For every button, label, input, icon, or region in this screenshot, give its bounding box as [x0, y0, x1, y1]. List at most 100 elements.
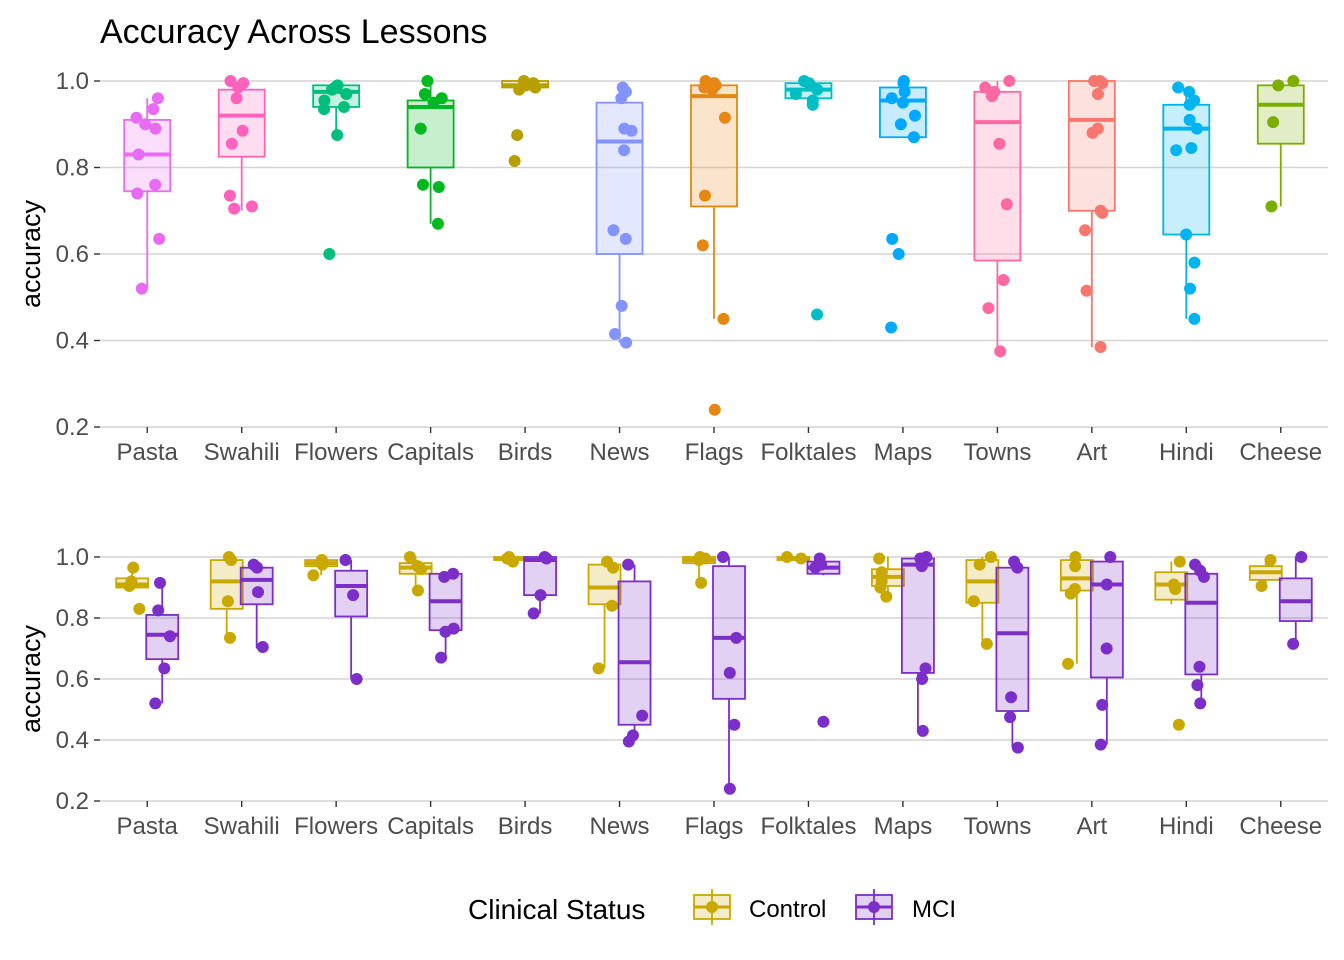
data-point: [439, 625, 452, 638]
data-point: [1069, 551, 1082, 563]
data-point: [1191, 679, 1204, 692]
data-point: [1104, 551, 1117, 563]
data-point: [695, 576, 708, 589]
legend-key-point: [706, 901, 718, 913]
data-point: [615, 92, 628, 105]
data-point: [916, 673, 929, 685]
data-point: [1183, 85, 1196, 98]
data-point: [153, 232, 166, 245]
box: [973, 90, 1022, 262]
data-point: [1185, 142, 1198, 155]
data-point: [892, 248, 905, 260]
y-tick-label: 0.4: [56, 727, 89, 754]
data-point: [706, 83, 719, 96]
data-point: [692, 554, 705, 567]
data-point: [1255, 579, 1268, 592]
data-point: [636, 709, 649, 722]
data-point: [997, 273, 1010, 286]
data-point: [350, 673, 363, 685]
legend-key: [855, 889, 893, 925]
data-point: [508, 155, 521, 168]
data-point: [163, 630, 176, 643]
data-point: [607, 224, 620, 237]
data-point: [318, 94, 331, 107]
x-tick-label: Folktales: [760, 813, 856, 840]
data-point: [1183, 98, 1196, 111]
data-point: [1272, 79, 1285, 92]
data-point: [540, 552, 553, 565]
data-point: [885, 321, 898, 334]
data-point: [723, 782, 736, 795]
x-tick-label: Pasta: [117, 439, 179, 466]
data-point: [1094, 738, 1107, 751]
legend-title: Clinical Status: [468, 894, 645, 925]
chart-title: Accuracy Across Lessons: [100, 13, 487, 51]
data-point: [325, 83, 338, 96]
y-tick-label: 0.6: [56, 241, 89, 268]
box: [712, 565, 746, 700]
data-point: [886, 232, 899, 245]
x-tick-label: Swahili: [204, 813, 280, 840]
data-point: [338, 100, 351, 113]
data-point: [728, 718, 741, 731]
data-point: [1190, 122, 1203, 135]
x-tick-label: Flags: [685, 813, 744, 840]
data-point: [221, 595, 234, 608]
data-point: [625, 124, 638, 137]
data-point: [1064, 587, 1077, 600]
data-point: [1000, 198, 1013, 211]
data-point: [527, 607, 540, 620]
data-point: [1086, 126, 1099, 139]
data-point: [717, 312, 730, 325]
bottom-panel: 0.2 0.4 0.6 0.8 1.0 accuracy Pasta Swahili Flowe…: [16, 544, 1328, 840]
x-tick-label: Maps: [874, 813, 933, 840]
data-point: [1287, 637, 1300, 650]
data-point: [1194, 697, 1207, 710]
box: [690, 84, 738, 208]
data-point: [1172, 81, 1185, 94]
x-tick-label: Birds: [498, 813, 553, 840]
x-tick-label: Birds: [498, 439, 553, 466]
data-point: [1169, 583, 1182, 596]
data-point: [811, 308, 824, 321]
data-point: [1091, 87, 1104, 100]
data-point: [1183, 113, 1196, 126]
data-point: [723, 666, 736, 679]
data-point: [1079, 224, 1092, 237]
data-point: [228, 202, 241, 215]
data-point: [438, 570, 451, 583]
data-point: [781, 551, 794, 563]
data-point: [811, 83, 824, 96]
data-point: [1287, 75, 1300, 87]
data-point: [979, 81, 992, 94]
legend-label: MCI: [912, 896, 956, 923]
data-point: [1184, 282, 1197, 295]
data-point: [1188, 256, 1201, 269]
x-tick-label: Flags: [685, 439, 744, 466]
data-point: [225, 554, 238, 567]
data-point: [898, 85, 911, 98]
data-point: [421, 75, 434, 87]
data-point: [232, 81, 245, 94]
data-point: [307, 569, 320, 582]
data-point: [511, 129, 524, 142]
data-point: [132, 148, 145, 161]
data-point: [1080, 284, 1093, 297]
data-point: [151, 92, 164, 105]
data-point: [806, 98, 819, 111]
y-tick-label: 0.6: [56, 666, 89, 693]
data-point: [1004, 711, 1017, 724]
data-point: [885, 92, 898, 105]
data-point: [1170, 144, 1183, 157]
data-point: [411, 584, 424, 597]
data-point: [817, 715, 830, 728]
data-point: [717, 551, 730, 563]
y-tick-label: 0.2: [56, 414, 89, 441]
data-point: [1096, 206, 1109, 219]
data-point: [984, 551, 997, 563]
box: [995, 566, 1030, 712]
x-tick-label: Towns: [963, 439, 1031, 466]
data-point: [158, 662, 171, 675]
data-point: [985, 90, 998, 103]
data-point: [1096, 77, 1109, 90]
